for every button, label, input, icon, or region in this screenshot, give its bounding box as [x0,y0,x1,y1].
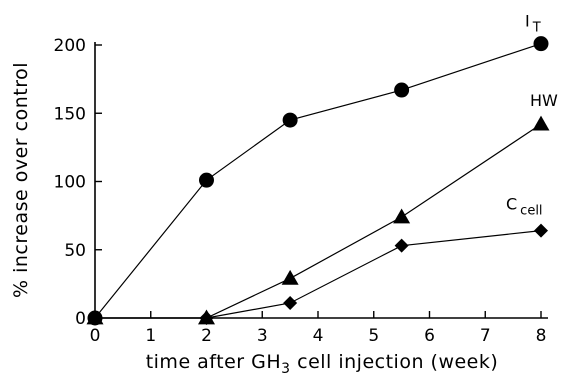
series-label-name: I [525,12,530,31]
x-tick-label: 7 [480,326,491,346]
series-label: HW [530,91,558,110]
y-tick-label: 0 [75,309,86,329]
data-point [394,82,410,98]
series-label-name: HW [530,91,558,110]
data-point [199,311,214,325]
data-point [282,112,298,128]
series-triangle [86,115,550,325]
x-tick-label: 6 [424,326,435,346]
x-tick-label: 2 [201,326,212,346]
y-tick-label: 50 [64,241,86,261]
y-tick-label: 200 [54,36,86,56]
x-axis-label-sub: 3 [281,361,290,377]
axes [94,42,548,319]
data-point [281,269,299,285]
series-label-sub: T [532,21,541,36]
y-tick-label: 100 [54,173,86,193]
data-point [534,223,548,238]
y-tick-label: 150 [54,104,86,124]
x-tick-label: 0 [90,326,101,346]
data-point [283,295,298,310]
y-ticks: 0 50 100 150 200 [54,36,102,329]
series-label-sub: cell [520,204,542,219]
series-circle [87,36,549,326]
y-axis-label: % increase over control [10,62,32,298]
data-point [533,36,549,52]
data-point [393,208,411,224]
x-tick-label: 5 [368,326,379,346]
x-ticks: 0 1 2 3 4 5 6 7 8 [90,311,547,346]
series-group [86,36,550,326]
x-axis-label-post: cell injection (week) [291,351,499,373]
series-diamond [88,223,548,325]
data-point [199,172,214,188]
series-labels: I T HW C cell [506,12,558,219]
series-line [95,230,542,319]
x-tick-label: 8 [536,326,547,346]
x-tick-label: 3 [257,326,268,346]
series-label-name: C [506,195,517,214]
x-axis-label-pre: time after GH [146,351,281,373]
x-tick-label: 1 [145,326,156,346]
data-point [88,311,102,325]
data-point [394,238,409,253]
x-axis-label: time after GH3 cell injection (week) [146,351,499,377]
series-line [94,43,542,319]
x-tick-label: 4 [313,326,324,346]
data-point [532,115,550,131]
